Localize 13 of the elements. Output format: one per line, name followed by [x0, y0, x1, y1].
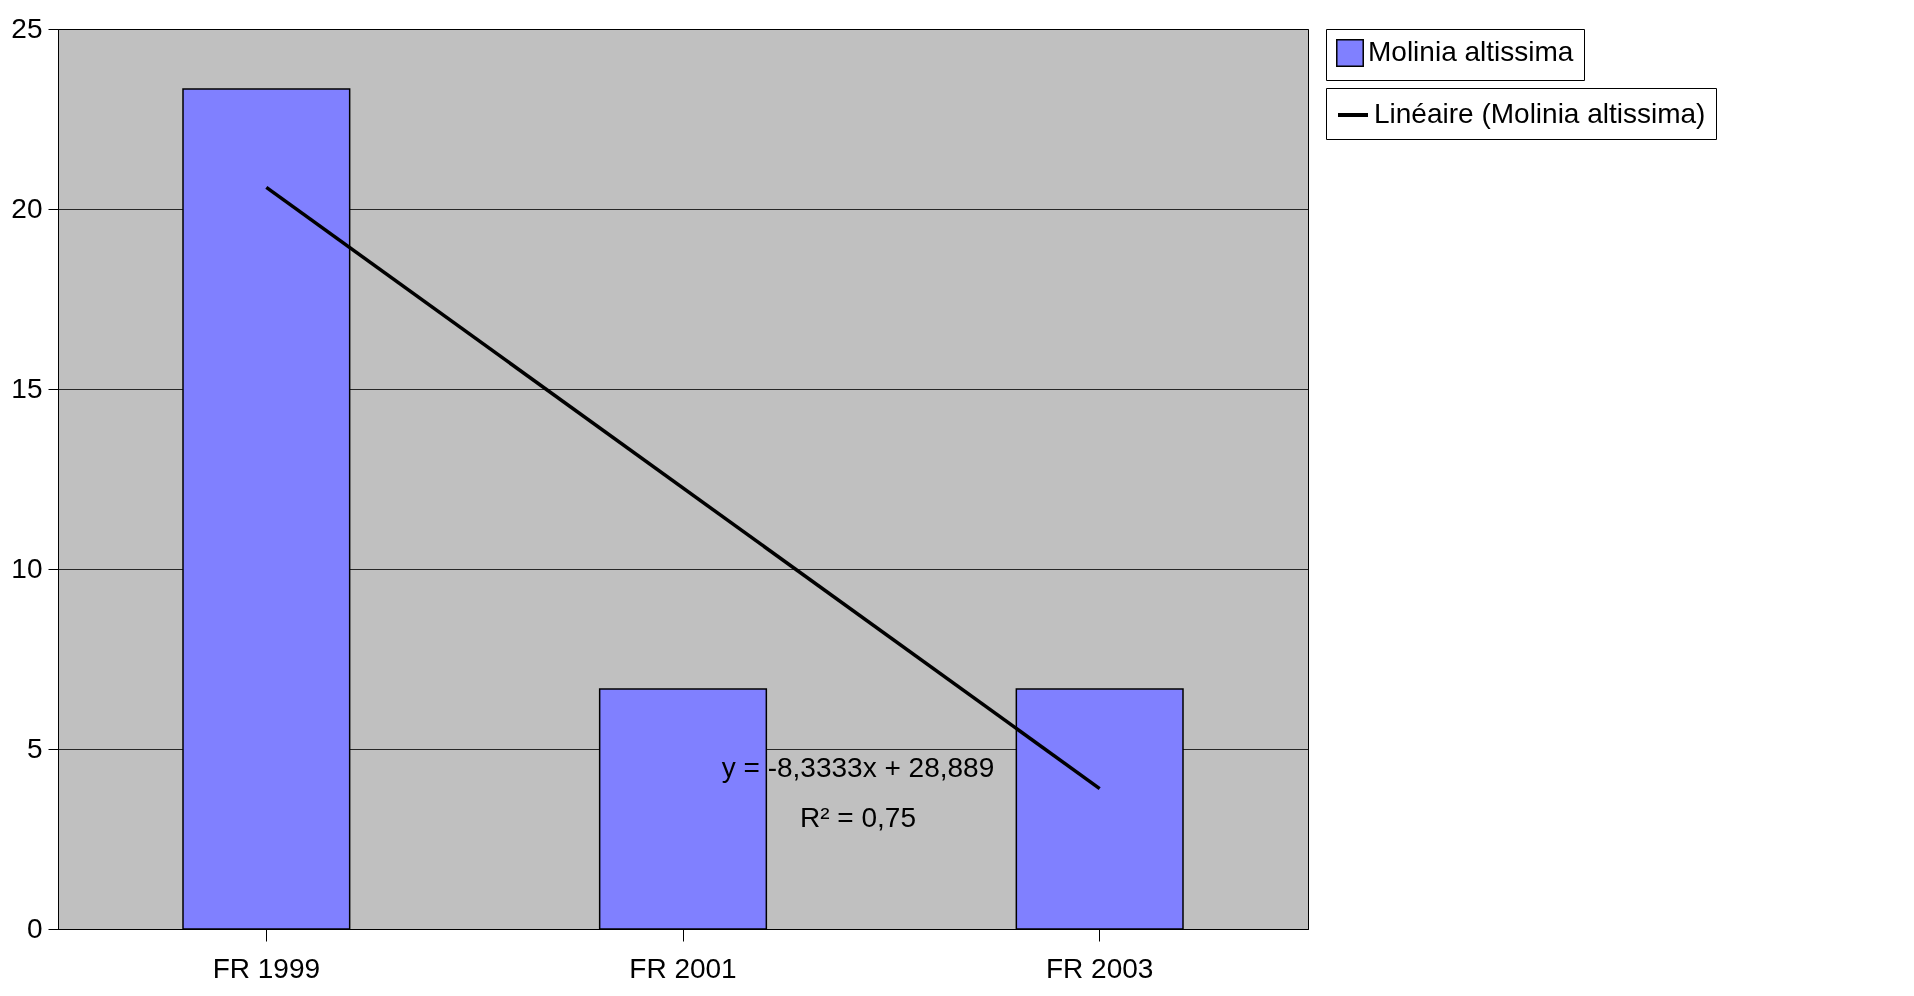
- y-tick-label: 5: [26, 732, 43, 764]
- legend-label: Molinia altissima: [1368, 36, 1574, 67]
- y-tick-label: 20: [11, 192, 43, 224]
- y-tick-label: 15: [11, 372, 43, 404]
- annotation: R² = 0,75: [800, 801, 916, 833]
- y-tick-label: 25: [11, 12, 43, 44]
- annotation: y = -8,3333x + 28,889: [721, 751, 995, 783]
- x-tick-label: FR 2001: [629, 952, 737, 984]
- y-tick-label: 0: [26, 912, 43, 944]
- legend-label: Linéaire (Molinia altissima): [1374, 98, 1706, 129]
- y-tick-label: 10: [11, 552, 43, 584]
- x-tick-label: FR 1999: [212, 952, 321, 984]
- x-tick-label: FR 2003: [1045, 952, 1154, 984]
